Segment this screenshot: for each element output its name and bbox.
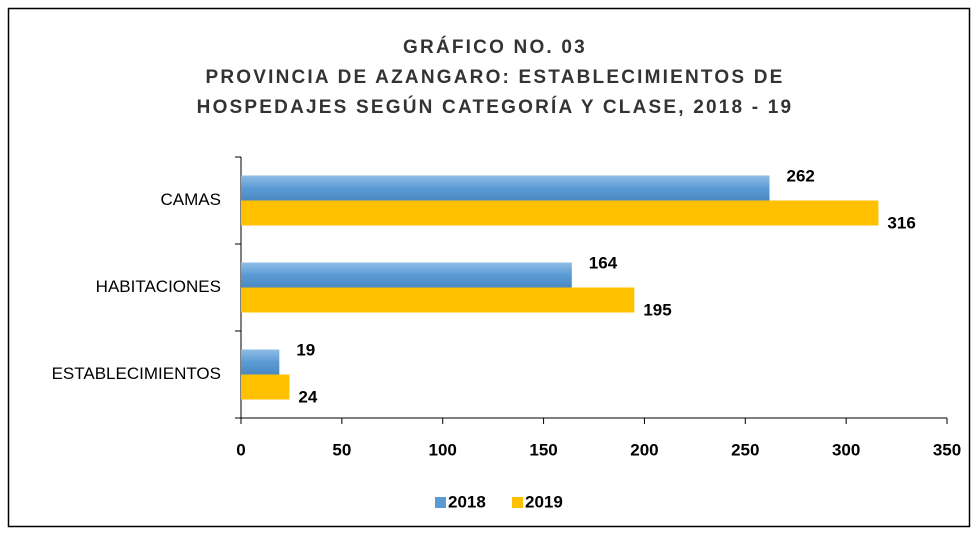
x-tick-label: 300 [832, 440, 860, 459]
y-tick-label: HABITACIONES [96, 277, 221, 296]
x-tick-label: 0 [236, 440, 245, 459]
x-tick-label: 50 [332, 440, 351, 459]
x-tick-label: 150 [529, 440, 557, 459]
legend-label: 2018 [448, 492, 486, 511]
legend-swatch [435, 497, 446, 508]
value-label: 164 [589, 253, 618, 272]
value-label: 262 [786, 166, 814, 185]
value-label: 19 [296, 340, 315, 359]
bar [241, 262, 572, 288]
bar [241, 200, 879, 226]
x-tick-label: 200 [630, 440, 658, 459]
x-tick-label: 100 [429, 440, 457, 459]
bar [241, 349, 280, 375]
x-tick-label: 250 [731, 440, 759, 459]
y-tick-label: ESTABLECIMIENTOS [52, 364, 221, 383]
x-tick-label: 350 [933, 440, 961, 459]
chart-title: PROVINCIA DE AZANGARO: ESTABLECIMIENTOS … [205, 67, 784, 88]
value-label: 24 [298, 387, 317, 406]
value-label: 195 [643, 300, 671, 319]
legend-label: 2019 [525, 492, 563, 511]
value-label: 316 [887, 213, 915, 232]
chart-title: GRÁFICO NO. 03 [403, 36, 587, 58]
bar [241, 374, 290, 400]
bar [241, 287, 635, 313]
legend-swatch [512, 497, 523, 508]
chart-title: HOSPEDAJES SEGÚN CATEGORÍA Y CLASE, 2018… [197, 96, 794, 118]
y-tick-label: CAMAS [161, 190, 221, 209]
bar [241, 175, 770, 201]
